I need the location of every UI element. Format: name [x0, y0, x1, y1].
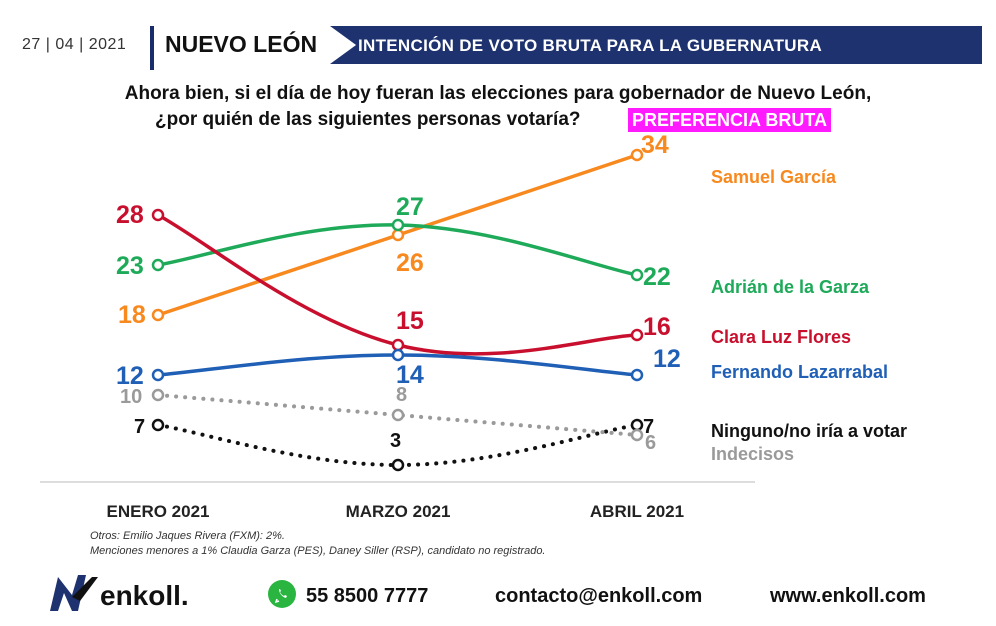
point-samuel-garcia-0 [151, 308, 165, 322]
banner-title: INTENCIÓN DE VOTO BRUTA PARA LA GUBERNAT… [358, 36, 823, 55]
report-date: 27 | 04 | 2021 [22, 36, 127, 53]
data-label-clara-luz-flores-1: 15 [396, 307, 424, 335]
title-banner [330, 26, 982, 64]
footnotes: Otros: Emilio Jaques Rivera (FXM): 2%. M… [90, 529, 546, 559]
point-ninguno-0 [151, 418, 165, 432]
point-indecisos-2 [630, 428, 644, 442]
question-line-2: ¿por quién de las siguientes personas vo… [155, 109, 581, 130]
point-samuel-garcia-2 [630, 148, 644, 162]
enkoll-logo [50, 575, 98, 611]
website-link[interactable]: www.enkoll.com [770, 585, 926, 607]
point-fernando-lazarrabal-1 [391, 348, 405, 362]
data-label-samuel-garcia-0: 18 [118, 301, 146, 329]
data-label-adrian-de-la-garza-1: 27 [396, 193, 424, 221]
point-adrian-de-la-garza-2 [630, 268, 644, 282]
data-label-fernando-lazarrabal-0: 12 [116, 362, 144, 390]
legend-ninguno: Ninguno/no iría a votar [711, 421, 908, 441]
point-ninguno-1 [391, 458, 405, 472]
legend-adrian-de-la-garza: Adrián de la Garza [711, 277, 870, 297]
point-clara-luz-flores-1 [391, 338, 405, 352]
footnote-minor: Menciones menores a 1% Claudia Garza (PE… [90, 545, 546, 557]
point-indecisos-0 [151, 388, 165, 402]
legend-indecisos: Indecisos [711, 444, 795, 464]
legend-samuel-garcia: Samuel García [711, 167, 837, 187]
x-tick-label-1: MARZO 2021 [346, 502, 451, 521]
state-title: NUEVO LEÓN [165, 31, 318, 57]
x-tick-label-0: ENERO 2021 [107, 502, 210, 521]
legend-fernando-lazarrabal: Fernando Lazarrabal [711, 362, 889, 382]
question-line-1: Ahora bien, si el día de hoy fueran las … [124, 83, 872, 104]
data-label-clara-luz-flores-0: 28 [116, 201, 144, 229]
data-label-fernando-lazarrabal-2: 12 [653, 345, 681, 373]
point-fernando-lazarrabal-0 [151, 368, 165, 382]
data-label-clara-luz-flores-2: 16 [643, 313, 671, 341]
whatsapp-icon [268, 580, 296, 608]
point-fernando-lazarrabal-2 [630, 368, 644, 382]
data-label-indecisos-1: 8 [396, 384, 407, 406]
point-ninguno-2 [630, 418, 644, 432]
point-adrian-de-la-garza-1 [391, 218, 405, 232]
point-clara-luz-flores-0 [151, 208, 165, 222]
legend-clara-luz-flores: Clara Luz Flores [711, 327, 852, 347]
point-samuel-garcia-1 [391, 228, 405, 242]
footnote-others: Otros: Emilio Jaques Rivera (FXM): 2%. [90, 530, 285, 542]
data-label-indecisos-0: 10 [120, 386, 142, 408]
x-tick-label-2: ABRIL 2021 [590, 502, 684, 521]
brand-name: enkoll. [100, 580, 189, 611]
data-label-samuel-garcia-2: 34 [641, 131, 669, 159]
data-label-indecisos-2: 6 [645, 432, 656, 454]
data-label-fernando-lazarrabal-1: 14 [396, 361, 424, 389]
data-label-samuel-garcia-1: 26 [396, 249, 424, 277]
data-label-adrian-de-la-garza-0: 23 [116, 252, 144, 280]
data-label-ninguno-0: 7 [134, 416, 145, 438]
data-label-ninguno-1: 3 [390, 430, 401, 452]
preference-tag: PREFERENCIA BRUTA [628, 108, 832, 132]
point-indecisos-1 [391, 408, 405, 422]
contact-email[interactable]: contacto@enkoll.com [495, 585, 703, 607]
header-divider [150, 26, 154, 70]
data-label-ninguno-2: 7 [643, 416, 654, 438]
point-clara-luz-flores-2 [630, 328, 644, 342]
data-label-adrian-de-la-garza-2: 22 [643, 263, 671, 291]
point-adrian-de-la-garza-0 [151, 258, 165, 272]
contact-phone[interactable]: 55 8500 7777 [306, 585, 429, 607]
